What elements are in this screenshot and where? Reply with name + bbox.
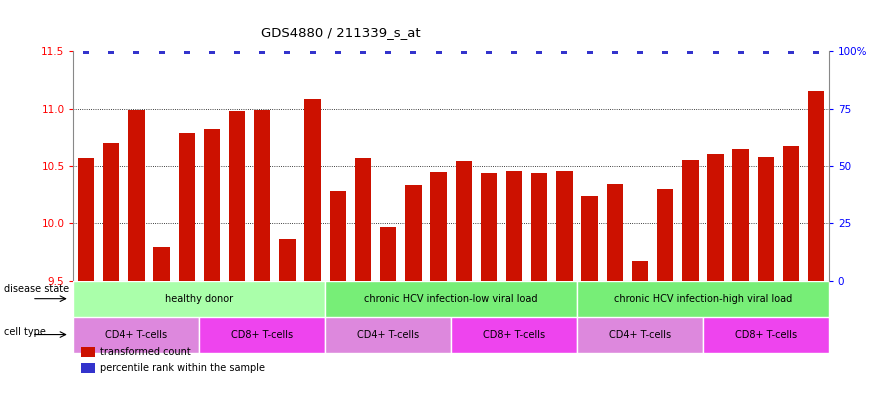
Text: healthy donor: healthy donor [165,294,234,304]
Bar [203,129,220,281]
Bar [229,111,246,281]
Bar [733,149,749,281]
Point [709,48,723,54]
Text: transformed count: transformed count [100,347,191,357]
Bar [607,184,623,281]
Bar [380,227,396,281]
Point [205,48,220,54]
Bar [330,191,346,281]
Point [79,48,93,54]
Bar [73,281,325,317]
Bar [531,173,547,281]
Bar [455,161,472,281]
Point [331,48,345,54]
Point [280,48,295,54]
Bar [556,171,573,281]
Bar [808,91,824,281]
Bar [305,99,321,281]
Text: CD4+ T-cells: CD4+ T-cells [358,330,419,340]
Point [306,48,320,54]
Bar [682,160,699,281]
Bar [325,281,577,317]
Bar [783,147,799,281]
Point [557,48,572,54]
Bar [355,158,371,281]
Text: CD8+ T-cells: CD8+ T-cells [735,330,797,340]
Point [809,48,823,54]
Point [532,48,547,54]
Point [230,48,245,54]
Bar [128,110,144,281]
Point [784,48,798,54]
Bar [200,317,325,353]
Text: percentile rank within the sample: percentile rank within the sample [100,363,265,373]
Text: GDS4880 / 211339_s_at: GDS4880 / 211339_s_at [261,26,420,39]
Point [759,48,773,54]
Bar [73,317,200,353]
Point [406,48,420,54]
Point [683,48,697,54]
Text: CD8+ T-cells: CD8+ T-cells [231,330,293,340]
Bar [577,281,829,317]
Bar [707,154,724,281]
Bar [178,132,195,281]
Point [582,48,597,54]
Point [129,48,143,54]
Point [154,48,168,54]
Bar [103,143,119,281]
Bar [577,317,703,353]
Point [507,48,521,54]
Point [179,48,194,54]
Bar [632,261,648,281]
Bar [582,196,598,281]
Text: CD4+ T-cells: CD4+ T-cells [609,330,671,340]
Text: CD8+ T-cells: CD8+ T-cells [483,330,545,340]
Text: chronic HCV infection-high viral load: chronic HCV infection-high viral load [614,294,792,304]
Bar [506,171,522,281]
Point [356,48,370,54]
Bar [430,172,447,281]
Bar [481,173,497,281]
Point [482,48,496,54]
Point [104,48,118,54]
Text: CD4+ T-cells: CD4+ T-cells [106,330,168,340]
Point [734,48,748,54]
Bar [254,110,271,281]
Point [607,48,622,54]
Bar [452,317,577,353]
Point [431,48,445,54]
Text: disease state: disease state [4,284,70,294]
Bar [405,185,421,281]
Bar [758,157,774,281]
Bar [81,347,95,357]
Bar [81,363,95,373]
Point [457,48,471,54]
Point [381,48,395,54]
Bar [703,317,829,353]
Point [255,48,270,54]
Bar [325,317,452,353]
Text: cell type: cell type [4,327,47,337]
Point [658,48,672,54]
Bar [657,189,673,281]
Bar [153,248,169,281]
Point [633,48,647,54]
Text: chronic HCV infection-low viral load: chronic HCV infection-low viral load [365,294,538,304]
Bar [280,239,296,281]
Bar [78,158,94,281]
